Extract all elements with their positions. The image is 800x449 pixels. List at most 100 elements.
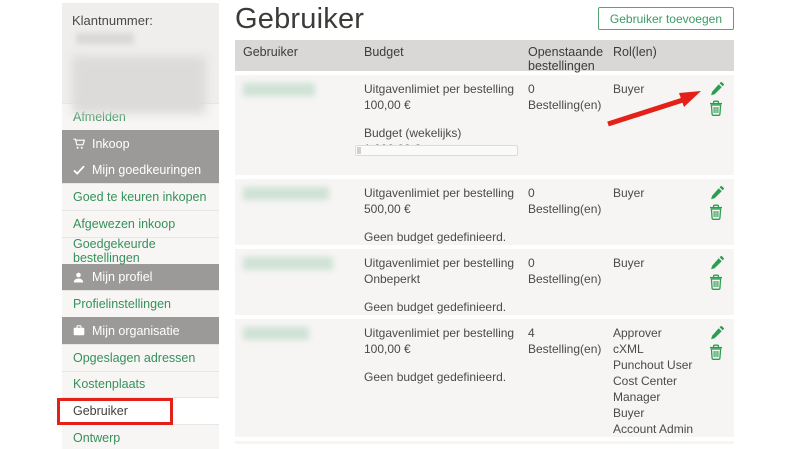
column-header-actions [700,40,734,73]
table-row: Uitgavenlimiet per bestelling 500,00 € G… [235,179,734,245]
role-item: Buyer [613,82,645,96]
add-user-button[interactable]: Gebruiker toevoegen [597,7,734,30]
table-row: Uitgavenlimiet per bestelling 100,00 € G… [235,319,734,437]
budget-period-label: Budget (wekelijks) [364,126,462,140]
role-item: Account Admin [613,422,694,436]
delete-user-button[interactable] [708,99,724,117]
pencil-icon [708,81,725,101]
user-name-cell [235,249,364,315]
role-item: Buyer [613,186,645,200]
customer-number-label: Klantnummer: [72,13,153,28]
budget-limit-label: Uitgavenlimiet per bestelling [364,82,515,96]
roles-cell: Buyer [613,179,700,245]
user-name-redacted[interactable] [243,187,329,200]
budget-limit-value: Onbeperkt [364,272,421,286]
trash-icon [708,274,724,294]
user-name-cell [235,179,364,245]
delete-user-button[interactable] [708,203,724,221]
sidebar-item-label: Inkoop [92,136,130,151]
budget-progress-fill [357,147,361,154]
sidebar-item-inkoop[interactable]: Inkoop [62,129,219,157]
sidebar-item-label: Afgewezen inkoop [73,216,176,231]
sidebar-item-mijn-profiel[interactable]: Mijn profiel [62,263,219,291]
budget-cell: Uitgavenlimiet per bestelling 100,00 € B… [364,75,528,175]
sidebar-menu: Afmelden Inkoop Mijn goedkeuringen Goed … [62,103,219,449]
delete-user-button[interactable] [708,343,724,361]
budget-note: Geen budget gedefinieerd. [364,370,507,384]
sidebar-item-mijn-organisatie[interactable]: Mijn organisatie [62,317,219,344]
table-header: Gebruiker Budget Openstaande bestellinge… [235,40,734,73]
column-header-openstaande-bestellingen: Openstaande bestellingen [528,45,604,73]
customer-info-panel: Klantnummer: [62,3,219,114]
sidebar-item-goedgekeurde-bestellingen[interactable]: Goedgekeurde bestellingen [62,236,219,265]
delete-user-button[interactable] [708,273,724,291]
roles-cell: Buyer [613,75,700,175]
open-orders-cell: 0 Bestelling(en) [528,256,602,286]
customer-number-value-redacted [76,33,134,45]
main-content: Gebruiker Gebruiker toevoegen Gebruiker … [235,0,734,444]
edit-user-button[interactable] [708,255,725,272]
sidebar-item-profielinstellingen[interactable]: Profielinstellingen [62,290,219,317]
budget-limit-value: 500,00 € [364,202,411,216]
actions-cell [700,75,734,175]
user-name-redacted[interactable] [243,257,333,270]
actions-cell [700,249,734,315]
column-header-gebruiker: Gebruiker [243,45,298,59]
sidebar-item-afgewezen-inkoop[interactable]: Afgewezen inkoop [62,210,219,237]
sidebar-item-label: Goed te keuren inkopen [73,190,207,205]
sidebar-item-gebruiker[interactable]: Gebruiker [62,397,219,424]
budget-limit-label: Uitgavenlimiet per bestelling [364,256,515,270]
budget-limit-value: 100,00 € [364,98,411,112]
budget-cell: Uitgavenlimiet per bestelling Onbeperkt … [364,249,528,315]
roles-cell: Approver cXML Punchout User Cost Center … [613,319,700,437]
actions-cell [700,319,734,437]
sidebar: Klantnummer: Afmelden Inkoop Mijn goedke… [57,3,219,449]
edit-user-button[interactable] [708,185,725,202]
trash-icon [708,100,724,120]
table-body: Uitgavenlimiet per bestelling 100,00 € B… [235,75,734,444]
sidebar-item-kostenplaats[interactable]: Kostenplaats [62,370,219,398]
sidebar-item-label: Kostenplaats [73,377,146,392]
next-row-partial [235,441,734,444]
role-item: Approver [613,326,662,340]
budget-note: Geen budget gedefinieerd. [364,230,507,244]
actions-cell [700,179,734,245]
briefcase-icon [73,325,92,336]
check-icon [73,165,92,176]
pencil-icon [708,185,725,205]
role-item: Buyer [613,406,645,420]
open-orders-cell: 0 Bestelling(en) [528,82,602,112]
sidebar-item-mijn-goedkeuringen[interactable]: Mijn goedkeuringen [62,156,219,184]
edit-user-button[interactable] [708,81,725,98]
budget-limit-label: Uitgavenlimiet per bestelling [364,186,515,200]
budget-cell: Uitgavenlimiet per bestelling 100,00 € G… [364,319,528,437]
pencil-icon [708,325,725,345]
column-header-budget: Budget [364,45,404,59]
role-item: cXML Punchout User [613,342,693,372]
sidebar-item-label: Goedgekeurde bestellingen [73,236,156,265]
trash-icon [708,204,724,224]
user-name-redacted[interactable] [243,327,309,340]
user-name-cell [235,75,364,175]
open-orders-cell: 0 Bestelling(en) [528,186,602,216]
sidebar-item-ontwerp[interactable]: Ontwerp [62,424,219,449]
budget-cell: Uitgavenlimiet per bestelling 500,00 € G… [364,179,528,245]
pencil-icon [708,255,725,275]
table-row: Uitgavenlimiet per bestelling 100,00 € B… [235,75,734,175]
role-item: Buyer [613,256,645,270]
role-item: Cost Center Manager [613,374,678,404]
cart-icon [73,138,92,150]
table-row: Uitgavenlimiet per bestelling Onbeperkt … [235,249,734,315]
sidebar-item-opgeslagen-adressen[interactable]: Opgeslagen adressen [62,343,219,371]
column-header-rollen: Rol(len) [613,45,657,59]
edit-user-button[interactable] [708,325,725,342]
user-name-redacted[interactable] [243,83,315,96]
sidebar-item-label: Mijn profiel [92,270,153,285]
sidebar-item-label: Mijn goedkeuringen [92,163,202,178]
open-orders-cell: 4 Bestelling(en) [528,326,602,356]
sidebar-item-label: Ontwerp [73,430,121,445]
sidebar-item-label: Gebruiker [73,404,128,419]
sidebar-item-goed-te-keuren-inkopen[interactable]: Goed te keuren inkopen [62,183,219,210]
budget-limit-value: 100,00 € [364,342,411,356]
